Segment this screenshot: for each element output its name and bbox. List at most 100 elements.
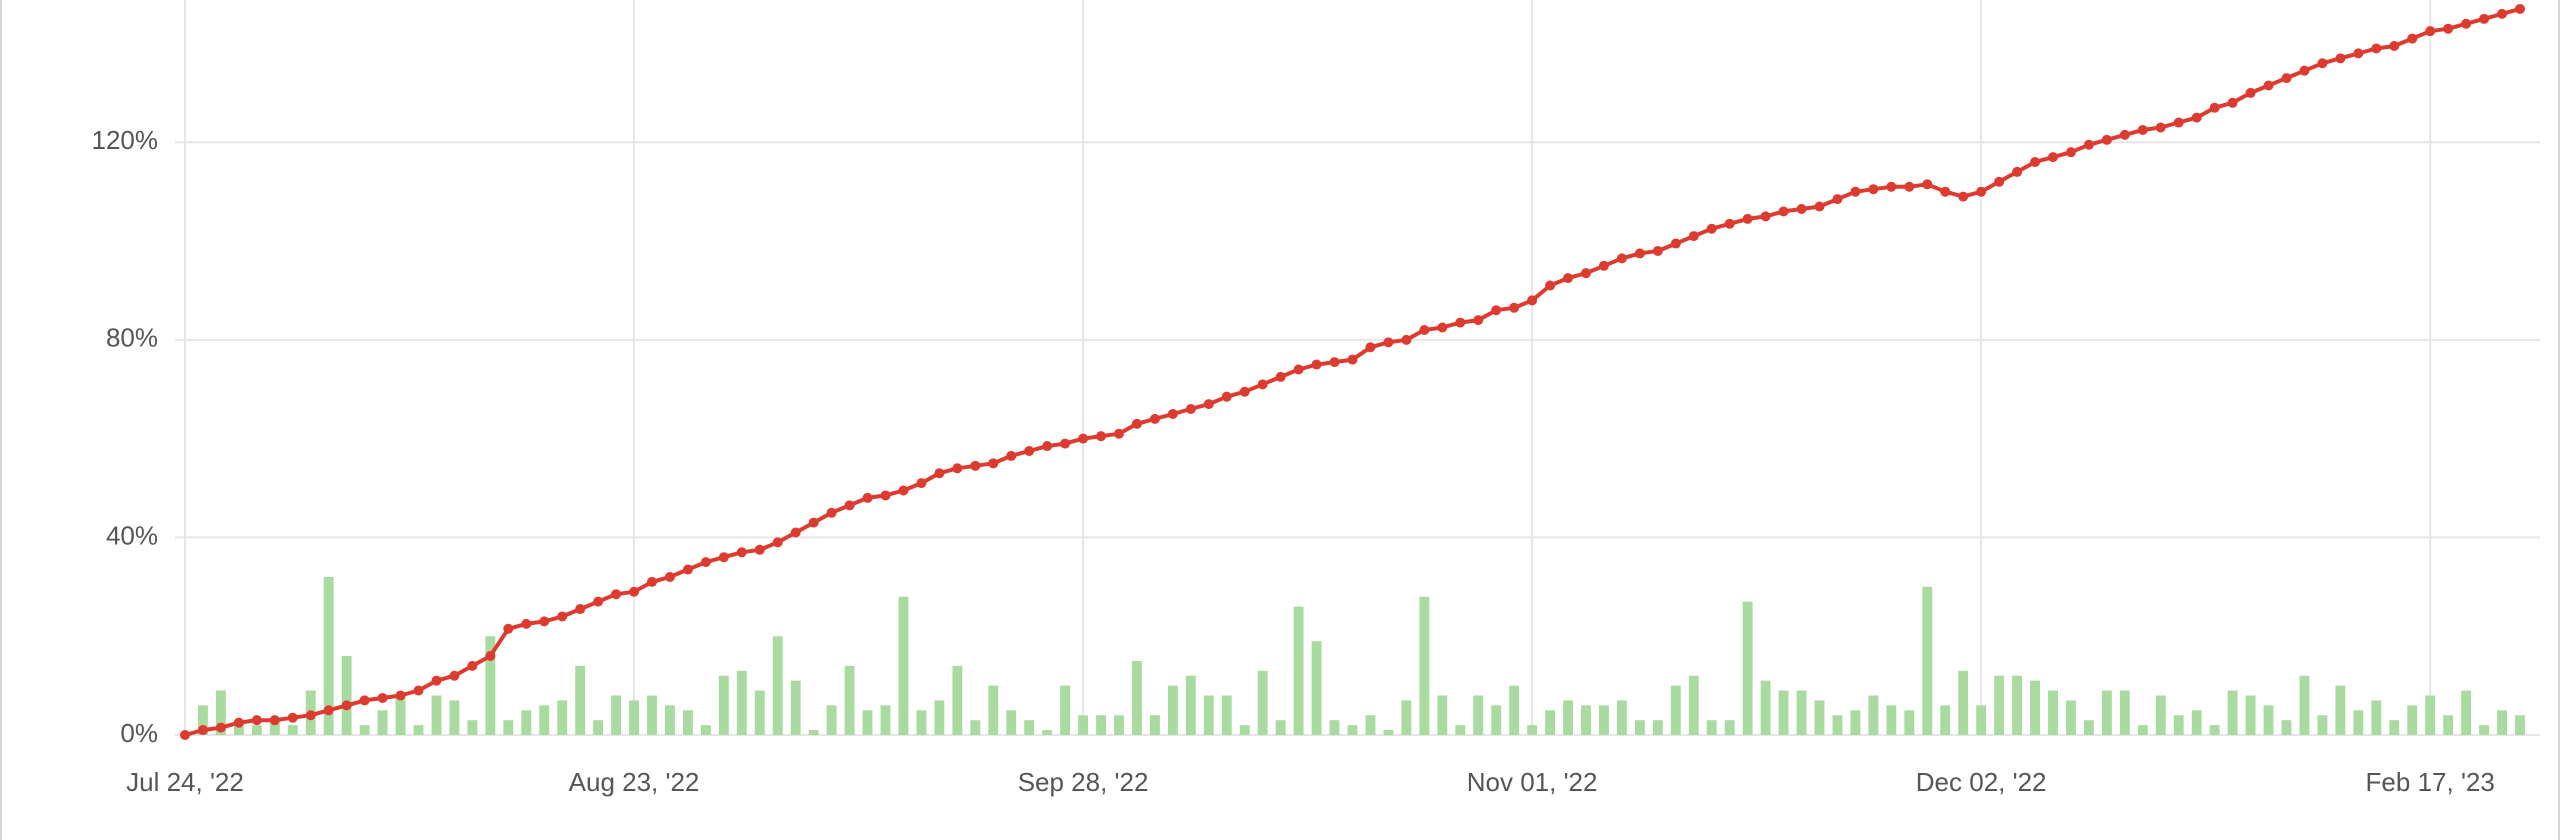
bar (1239, 725, 1250, 735)
line-point (1060, 438, 1071, 449)
bar (754, 690, 765, 735)
line-point (1850, 186, 1861, 197)
line-point (2515, 3, 2525, 14)
line-point (449, 670, 460, 681)
x-tick-label: Nov 01, '22 (1467, 767, 1598, 797)
line-point (2227, 97, 2238, 108)
bar (934, 700, 945, 735)
line-point (593, 596, 604, 607)
bar (2515, 715, 2525, 735)
bar (1275, 720, 1286, 735)
line-point (305, 710, 316, 721)
line-point (2263, 80, 2274, 91)
bar (413, 725, 424, 735)
bar (1509, 685, 1520, 735)
bar (2497, 710, 2507, 735)
bar (1473, 695, 1484, 735)
bar (1006, 710, 1017, 735)
line-point (197, 725, 208, 736)
bar (2389, 720, 2400, 735)
line-point (2425, 26, 2436, 37)
bar (2155, 695, 2166, 735)
bar (629, 700, 639, 735)
line-point (700, 557, 711, 568)
bar (251, 725, 262, 735)
line-point (341, 700, 352, 711)
bar (575, 665, 586, 735)
line-point (2389, 40, 2400, 51)
line-point (2155, 122, 2166, 133)
bar (2443, 715, 2454, 735)
bar (593, 720, 604, 735)
line-point (952, 463, 963, 474)
bar (2353, 710, 2364, 735)
bar (2407, 705, 2418, 735)
line-point (1114, 428, 1124, 439)
line-point (2371, 43, 2382, 54)
line-point (1437, 322, 1448, 333)
line-point (1239, 386, 1250, 397)
line-point (1275, 371, 1286, 382)
bar (1850, 710, 1861, 735)
line-point (1329, 357, 1340, 368)
bar (1491, 705, 1502, 735)
line-point (1958, 191, 1969, 202)
line-point (1006, 450, 1017, 461)
bar (1042, 730, 1053, 735)
bar (1311, 641, 1322, 735)
bar (521, 710, 532, 735)
line-point (647, 576, 657, 587)
line-point (2137, 124, 2148, 135)
line-point (736, 547, 747, 558)
bar (880, 705, 891, 735)
line-point (215, 722, 226, 733)
bar (1203, 695, 1214, 735)
line-point (1598, 260, 1609, 271)
line-point (1527, 295, 1538, 306)
line-point (934, 468, 945, 479)
line-point (1383, 337, 1394, 348)
bar (2048, 690, 2058, 735)
x-tick-label: Aug 23, '22 (569, 767, 700, 797)
line-point (1293, 364, 1304, 375)
line-point (2209, 102, 2220, 113)
bar (557, 700, 568, 735)
line-point (521, 618, 532, 629)
line-point (233, 717, 244, 728)
bar (718, 675, 729, 735)
line-point (682, 564, 693, 575)
bar (1132, 660, 1142, 735)
line-point (1742, 213, 1753, 224)
line-point (503, 623, 514, 634)
bar (665, 705, 675, 735)
line-point (1149, 413, 1160, 424)
bar (1347, 725, 1358, 735)
lines (180, 3, 2525, 740)
bar (1221, 695, 1232, 735)
line-point (2443, 23, 2454, 34)
bar (2137, 725, 2148, 735)
bar (1365, 715, 1376, 735)
x-tick-label: Feb 17, '23 (2366, 767, 2495, 797)
bar (1760, 680, 1771, 735)
line-point (1652, 245, 1663, 256)
bar (2209, 725, 2220, 735)
line-point (880, 490, 891, 501)
line-point (1257, 379, 1268, 390)
line-point (1455, 317, 1466, 328)
line-point (377, 692, 388, 703)
bar (1958, 670, 1969, 735)
line-point (2353, 48, 2364, 59)
line-point (251, 715, 262, 726)
bar (772, 636, 783, 735)
line-point (2299, 65, 2310, 76)
bar (2299, 675, 2310, 735)
y-tick-label: 0% (120, 718, 158, 748)
line-point (844, 500, 855, 511)
bar (539, 705, 550, 735)
bar (2479, 725, 2490, 735)
y-tick-label: 80% (106, 323, 158, 353)
bar (1778, 690, 1789, 735)
